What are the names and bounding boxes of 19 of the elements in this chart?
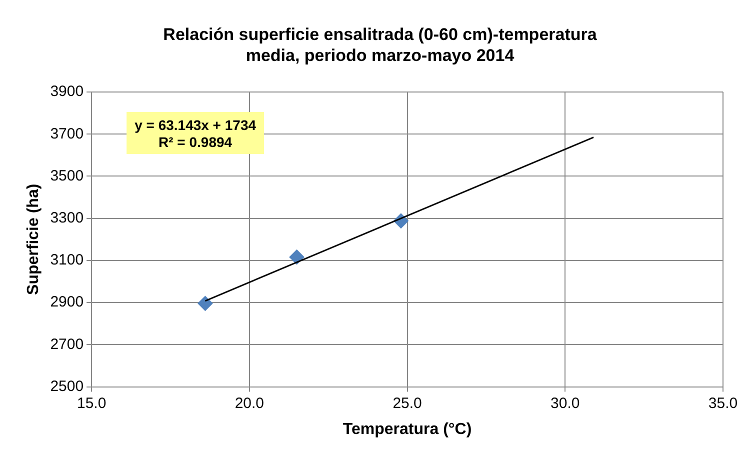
y-tick-label: 2700 bbox=[50, 336, 84, 353]
y-tick-label: 2500 bbox=[50, 378, 84, 395]
annotation: y = 63.143x + 1734 R² = 0.9894 bbox=[134, 117, 256, 150]
y-tick-label: 3900 bbox=[50, 83, 84, 100]
y-tick-label: 3100 bbox=[50, 252, 84, 269]
y-tick-label: 3700 bbox=[50, 125, 84, 142]
point bbox=[289, 250, 304, 265]
x-tick-label: 30.0 bbox=[550, 394, 580, 412]
y-tick-label: 3500 bbox=[50, 167, 84, 184]
x-tick-label: 25.0 bbox=[392, 394, 422, 412]
y-axis-title: Superficie (ha) bbox=[25, 184, 42, 295]
y-tick-label: 2900 bbox=[50, 294, 84, 311]
chart-title: Relación superficie ensalitrada (0-60 cm)-temperatura media, periodo marzo-mayo 2014 bbox=[163, 25, 598, 65]
x-axis-title: Temperatura (°C) bbox=[342, 420, 472, 438]
x-tick-label: 35.0 bbox=[708, 394, 738, 412]
y-tick-label: 3300 bbox=[50, 209, 84, 226]
point bbox=[198, 296, 213, 311]
x-tick-label: 20.0 bbox=[234, 394, 264, 412]
x-tick-label: 15.0 bbox=[76, 394, 106, 412]
